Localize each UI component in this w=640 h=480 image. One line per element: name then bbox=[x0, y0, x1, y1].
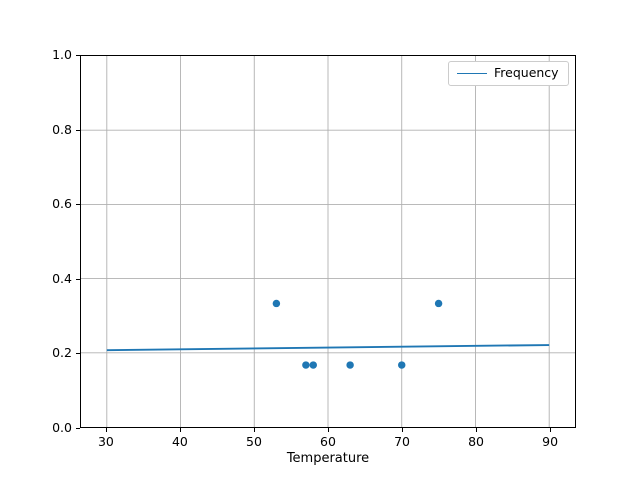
y-tick-mark bbox=[76, 353, 80, 355]
x-tick-mark bbox=[328, 428, 330, 432]
y-tick-mark bbox=[76, 129, 80, 131]
x-tick-mark bbox=[550, 428, 552, 432]
plot-canvas bbox=[81, 56, 575, 427]
data-point-marker bbox=[434, 299, 443, 308]
x-tick-mark bbox=[476, 428, 478, 432]
legend-box: Frequency bbox=[448, 61, 569, 86]
x-tick-mark bbox=[179, 428, 182, 432]
scatter-series-group bbox=[272, 299, 443, 369]
x-tick-label: 90 bbox=[542, 434, 559, 449]
data-line-frequency bbox=[106, 344, 550, 352]
legend-line-swatch bbox=[457, 72, 487, 74]
x-tick-mark bbox=[402, 428, 404, 432]
y-tick-mark bbox=[76, 278, 80, 280]
x-tick-label: 30 bbox=[97, 434, 114, 449]
y-tick-label: 0.8 bbox=[52, 121, 72, 137]
y-tick-label: 0.2 bbox=[52, 345, 72, 361]
x-tick-label: 50 bbox=[246, 434, 262, 449]
data-point-marker bbox=[272, 299, 281, 308]
x-tick-label: 70 bbox=[394, 434, 410, 449]
data-point-marker bbox=[309, 361, 317, 369]
y-tick-label: 0.4 bbox=[52, 270, 72, 286]
y-tick-mark bbox=[76, 55, 80, 57]
x-axis-title: Temperature bbox=[286, 451, 370, 466]
y-tick-label: 0.6 bbox=[52, 195, 72, 211]
y-tick-label: 1.0 bbox=[52, 46, 72, 62]
x-tick-label: 60 bbox=[320, 434, 336, 449]
y-tick-mark bbox=[76, 204, 80, 206]
x-tick-mark bbox=[253, 428, 256, 432]
x-tick-mark bbox=[105, 428, 107, 432]
data-point-marker bbox=[346, 361, 354, 369]
x-tick-label: 80 bbox=[468, 434, 484, 449]
line-series-group bbox=[106, 344, 550, 352]
x-tick-label: 40 bbox=[171, 434, 188, 449]
grid-lines bbox=[81, 56, 575, 427]
legend-label: Frequency bbox=[494, 65, 559, 80]
data-point-marker bbox=[302, 361, 310, 369]
data-point-marker bbox=[397, 361, 406, 369]
y-tick-label: 0.0 bbox=[52, 419, 72, 435]
plot-axes-area bbox=[80, 55, 576, 428]
y-tick-mark bbox=[76, 428, 80, 430]
